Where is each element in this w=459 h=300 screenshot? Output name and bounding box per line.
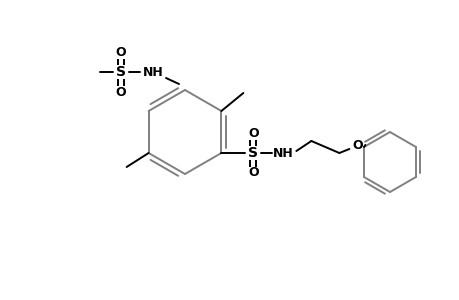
Text: O: O [247,167,258,179]
Text: O: O [115,85,126,98]
Text: S: S [116,65,126,79]
Text: O: O [115,46,126,59]
Text: NH: NH [272,146,293,160]
Text: NH: NH [142,65,163,79]
Text: O: O [351,139,362,152]
Text: O: O [247,127,258,140]
Text: S: S [248,146,258,160]
